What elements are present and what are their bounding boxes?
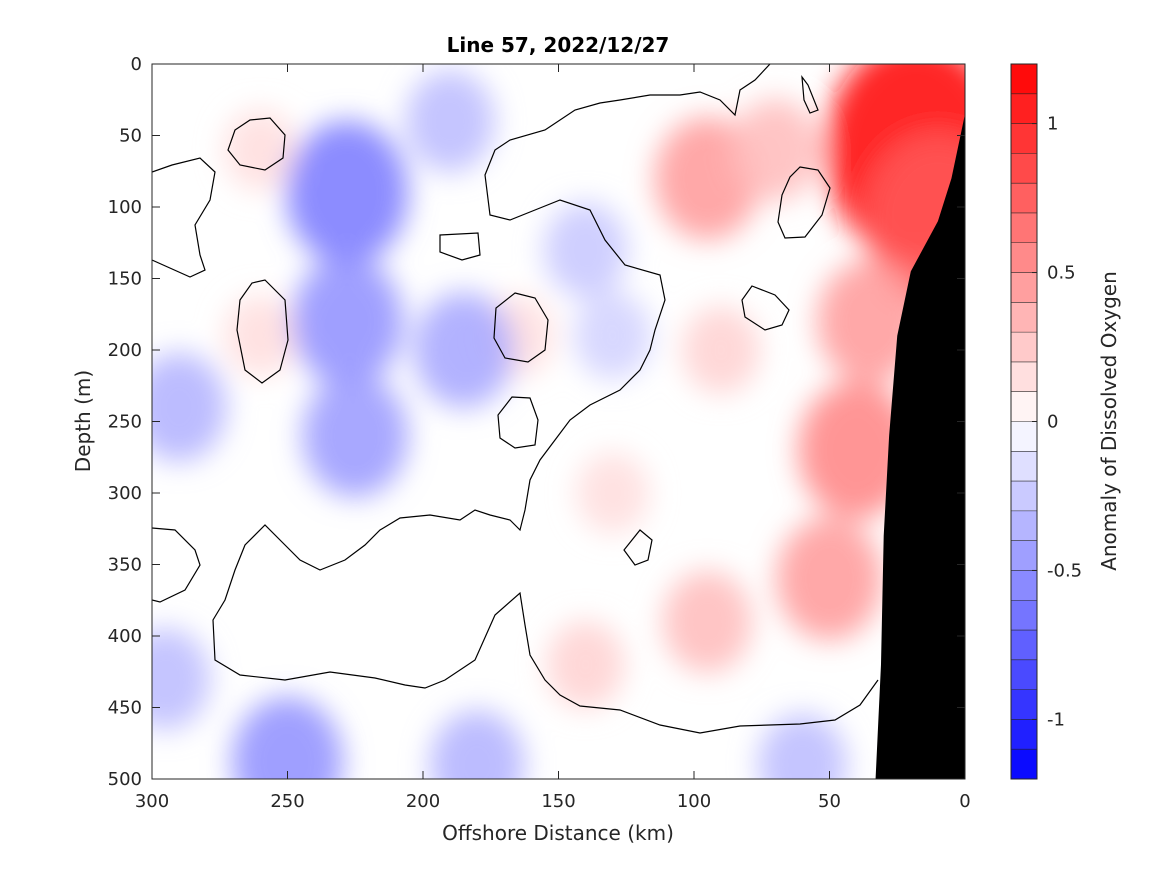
colorbar-segment	[1011, 123, 1037, 154]
field-feature	[291, 256, 403, 387]
x-tick-label: 0	[959, 791, 970, 812]
field-feature	[757, 713, 847, 779]
colorbar-segment	[1011, 183, 1037, 214]
colorbar-segment	[1011, 719, 1037, 750]
colorbar-segment	[1011, 391, 1037, 422]
plot-area	[151, 63, 966, 780]
y-tick-label: 500	[108, 769, 142, 790]
colorbar-segment	[1011, 600, 1037, 631]
colorbar-segment	[1011, 361, 1037, 393]
y-tick-label: 350	[108, 555, 142, 576]
colorbar-segment	[1011, 332, 1037, 363]
field-feature	[543, 202, 628, 298]
colorbar-segment	[1011, 302, 1037, 333]
x-tick-label: 250	[270, 791, 304, 812]
colorbar-tick-label: 0	[1047, 412, 1058, 433]
y-tick-label: 300	[108, 483, 142, 504]
zero-contour-left-top	[152, 157, 216, 278]
colorbar-tick-label: -1	[1047, 709, 1065, 730]
chart-title: Line 57, 2022/12/27	[447, 33, 670, 57]
colorbar-segment	[1011, 93, 1037, 125]
colorbar-segment	[1011, 451, 1037, 482]
colorbar-segment	[1011, 540, 1037, 571]
colorbar-tick-label: 0.5	[1047, 263, 1076, 284]
colorbar: 1 0.5 0 -0.5 -1	[1010, 63, 1082, 780]
coastline-land	[875, 114, 965, 780]
colorbar-segment	[1011, 272, 1037, 303]
x-tick-label: 50	[818, 791, 841, 812]
y-tick-label: 450	[108, 698, 142, 719]
field-feature	[730, 98, 820, 201]
field-feature	[152, 627, 211, 730]
zero-contour-loop-7	[741, 285, 790, 331]
y-tick-label: 100	[108, 197, 142, 218]
colorbar-segment	[1011, 570, 1037, 601]
colorbar-label: Anomaly of Dissolved Oxygen	[1097, 271, 1121, 571]
y-tick-label: 250	[108, 412, 142, 433]
colorbar-segment	[1011, 242, 1037, 274]
zero-contour-loop-9	[623, 529, 653, 566]
x-axis-label: Offshore Distance (km)	[442, 821, 674, 845]
colorbar-segment	[1011, 630, 1037, 661]
colorbar-tick-label: 1	[1047, 114, 1058, 135]
colorbar-segment	[1011, 421, 1037, 452]
y-tick-label: 150	[108, 269, 142, 290]
zero-contour-loop-3	[439, 232, 481, 261]
zero-contour-loop-4	[493, 292, 549, 363]
field-feature	[546, 620, 625, 709]
zero-contour-loop-5	[497, 396, 539, 449]
zero-contour-loop-8	[801, 74, 819, 114]
field-feature	[413, 292, 514, 408]
field-feature	[682, 306, 761, 394]
field-feature	[576, 452, 649, 534]
colorbar-segment	[1011, 481, 1037, 512]
field-feature	[224, 109, 297, 191]
x-tick-label: 300	[135, 791, 169, 812]
colorbar-segment	[1011, 749, 1037, 780]
colorbar-segment	[1011, 689, 1037, 720]
field-feature	[405, 70, 495, 173]
colorbar-tick-label: -0.5	[1047, 560, 1082, 581]
y-axis: 0 50 100 150 200 250 300 350 400 450 500	[108, 54, 965, 790]
colorbar-segment	[1011, 659, 1037, 691]
zero-contour-loop-6	[777, 166, 831, 239]
field-feature	[286, 120, 409, 265]
colorbar-segment	[1011, 212, 1037, 244]
field-feature	[663, 570, 753, 673]
colorbar-segment	[1011, 153, 1037, 184]
field-feature	[429, 710, 525, 779]
field-feature	[798, 381, 915, 519]
field-feature	[152, 352, 227, 462]
y-tick-label: 0	[131, 54, 142, 75]
colorbar-segment	[1011, 510, 1037, 542]
anomaly-field	[152, 64, 965, 779]
field-feature	[776, 517, 883, 641]
x-tick-label: 200	[406, 791, 440, 812]
y-tick-label: 200	[108, 340, 142, 361]
y-tick-label: 50	[119, 126, 142, 147]
zero-contour-left-bottom	[152, 527, 201, 603]
x-tick-label: 150	[541, 791, 575, 812]
x-axis: 300 250 200 150 100 50 0	[135, 64, 971, 812]
y-tick-label: 400	[108, 626, 142, 647]
field-feature	[232, 696, 343, 779]
zero-contour-loop-1	[227, 117, 286, 171]
y-axis-label: Depth (m)	[71, 370, 95, 472]
field-blobs	[152, 64, 965, 779]
field-feature	[302, 374, 408, 498]
x-tick-label: 100	[677, 791, 711, 812]
zero-contours	[152, 64, 879, 734]
zero-contour-loop-2	[236, 279, 289, 384]
field-feature	[573, 291, 652, 380]
colorbar-segment	[1011, 64, 1037, 95]
zero-contour-main	[212, 64, 879, 734]
